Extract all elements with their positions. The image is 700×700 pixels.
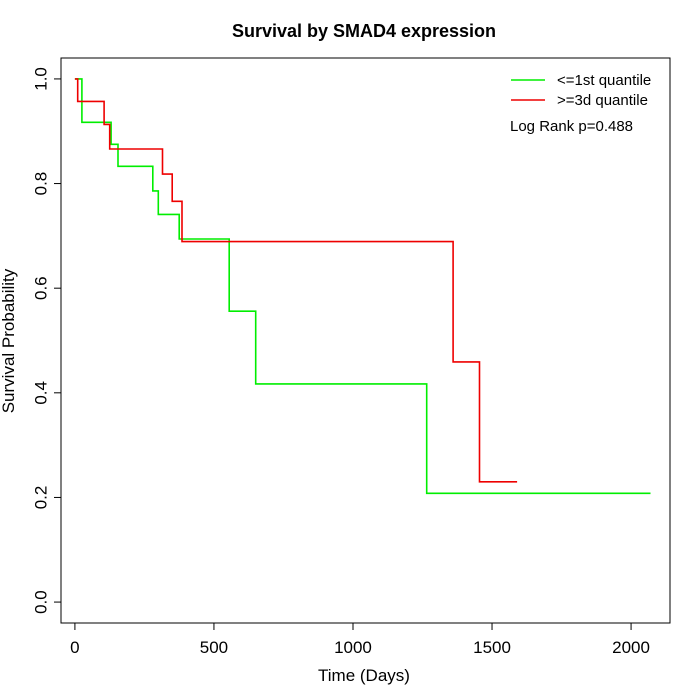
series-line-2	[74, 78, 518, 483]
y-tick-label: 1.0	[31, 67, 50, 91]
y-tick-label: 0.0	[31, 590, 50, 614]
x-tick-label: 1500	[473, 638, 511, 657]
legend-label: <=1st quantile	[557, 72, 651, 89]
legend-label: >=3d quantile	[557, 92, 648, 109]
y-tick-label: 0.6	[31, 276, 50, 300]
log-rank-annotation: Log Rank p=0.488	[510, 118, 633, 135]
x-tick-label: 2000	[612, 638, 650, 657]
y-tick-label: 0.8	[31, 172, 50, 196]
series-line-1	[74, 78, 651, 495]
series-layer	[74, 78, 651, 495]
x-axis: 0 500 1000 1500 2000	[70, 622, 650, 657]
y-tick-label: 0.4	[31, 381, 50, 405]
plot-frame	[60, 57, 671, 624]
legend: <=1st quantile >=3d quantile	[511, 72, 651, 109]
x-axis-label: Time (Days)	[318, 666, 410, 685]
y-axis: 0.0 0.2 0.4 0.6 0.8 1.0	[31, 67, 62, 614]
y-tick-label: 0.2	[31, 486, 50, 510]
y-axis-label: Survival Probability	[0, 268, 18, 413]
chart-title: Survival by SMAD4 expression	[232, 21, 496, 41]
x-tick-label: 1000	[334, 638, 372, 657]
x-tick-label: 0	[70, 638, 79, 657]
x-tick-label: 500	[200, 638, 228, 657]
